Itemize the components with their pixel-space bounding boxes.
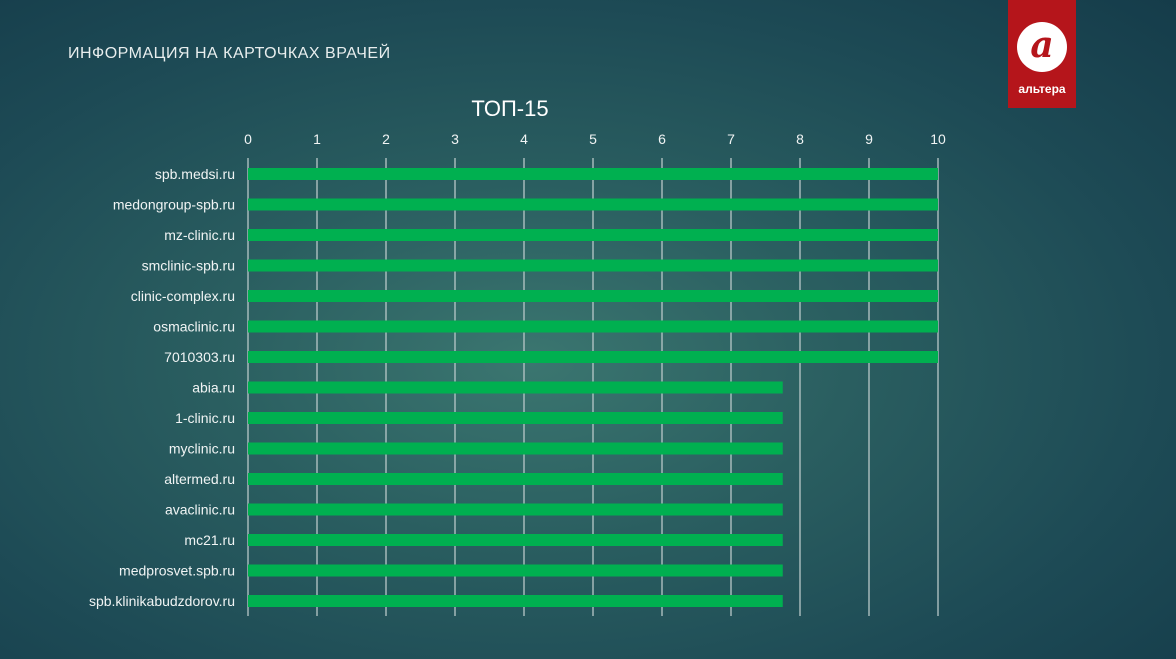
category-label: medprosvet.spb.ru <box>119 563 235 579</box>
x-tick-label: 7 <box>727 131 735 147</box>
category-label: myclinic.ru <box>169 441 235 457</box>
logo-mark-icon: a <box>1017 22 1067 72</box>
logo-text: альтера <box>1018 82 1066 96</box>
x-tick-label: 10 <box>930 131 946 147</box>
category-label: clinic-complex.ru <box>131 288 235 304</box>
category-label: smclinic-spb.ru <box>142 258 235 274</box>
bar <box>248 351 938 363</box>
x-tick-label: 4 <box>520 131 528 147</box>
category-label: spb.medsi.ru <box>155 166 235 182</box>
category-label: avaclinic.ru <box>165 502 235 518</box>
category-label: medongroup-spb.ru <box>113 197 235 213</box>
bar <box>248 473 783 485</box>
x-tick-label: 5 <box>589 131 597 147</box>
category-label: 7010303.ru <box>164 349 235 365</box>
page-header: ИНФОРМАЦИЯ НА КАРТОЧКАХ ВРАЧЕЙ <box>68 45 391 62</box>
bar <box>248 412 783 424</box>
category-label: osmaclinic.ru <box>153 319 235 335</box>
category-label: altermed.ru <box>164 471 235 487</box>
x-tick-label: 8 <box>796 131 804 147</box>
bar <box>248 259 938 272</box>
x-tick-label: 6 <box>658 131 666 147</box>
category-label: mc21.ru <box>184 532 235 548</box>
bar <box>248 595 783 607</box>
bar <box>248 564 783 577</box>
bar <box>248 442 783 455</box>
category-label: 1-clinic.ru <box>175 410 235 426</box>
bar <box>248 168 938 180</box>
bar <box>248 534 783 546</box>
bar <box>248 503 783 516</box>
x-tick-label: 1 <box>313 131 321 147</box>
bar <box>248 320 938 333</box>
x-tick-label: 2 <box>382 131 390 147</box>
category-label: spb.klinikabudzdorov.ru <box>89 593 235 609</box>
bar <box>248 229 938 241</box>
x-tick-label: 0 <box>244 131 252 147</box>
altera-logo: a альтера <box>1008 0 1076 108</box>
bar <box>248 381 783 394</box>
category-label: mz-clinic.ru <box>164 227 235 243</box>
bar <box>248 290 938 302</box>
bar <box>248 198 938 211</box>
chart-title: ТОП-15 <box>471 96 549 121</box>
x-tick-label: 9 <box>865 131 873 147</box>
x-tick-label: 3 <box>451 131 459 147</box>
category-label: abia.ru <box>192 380 235 396</box>
